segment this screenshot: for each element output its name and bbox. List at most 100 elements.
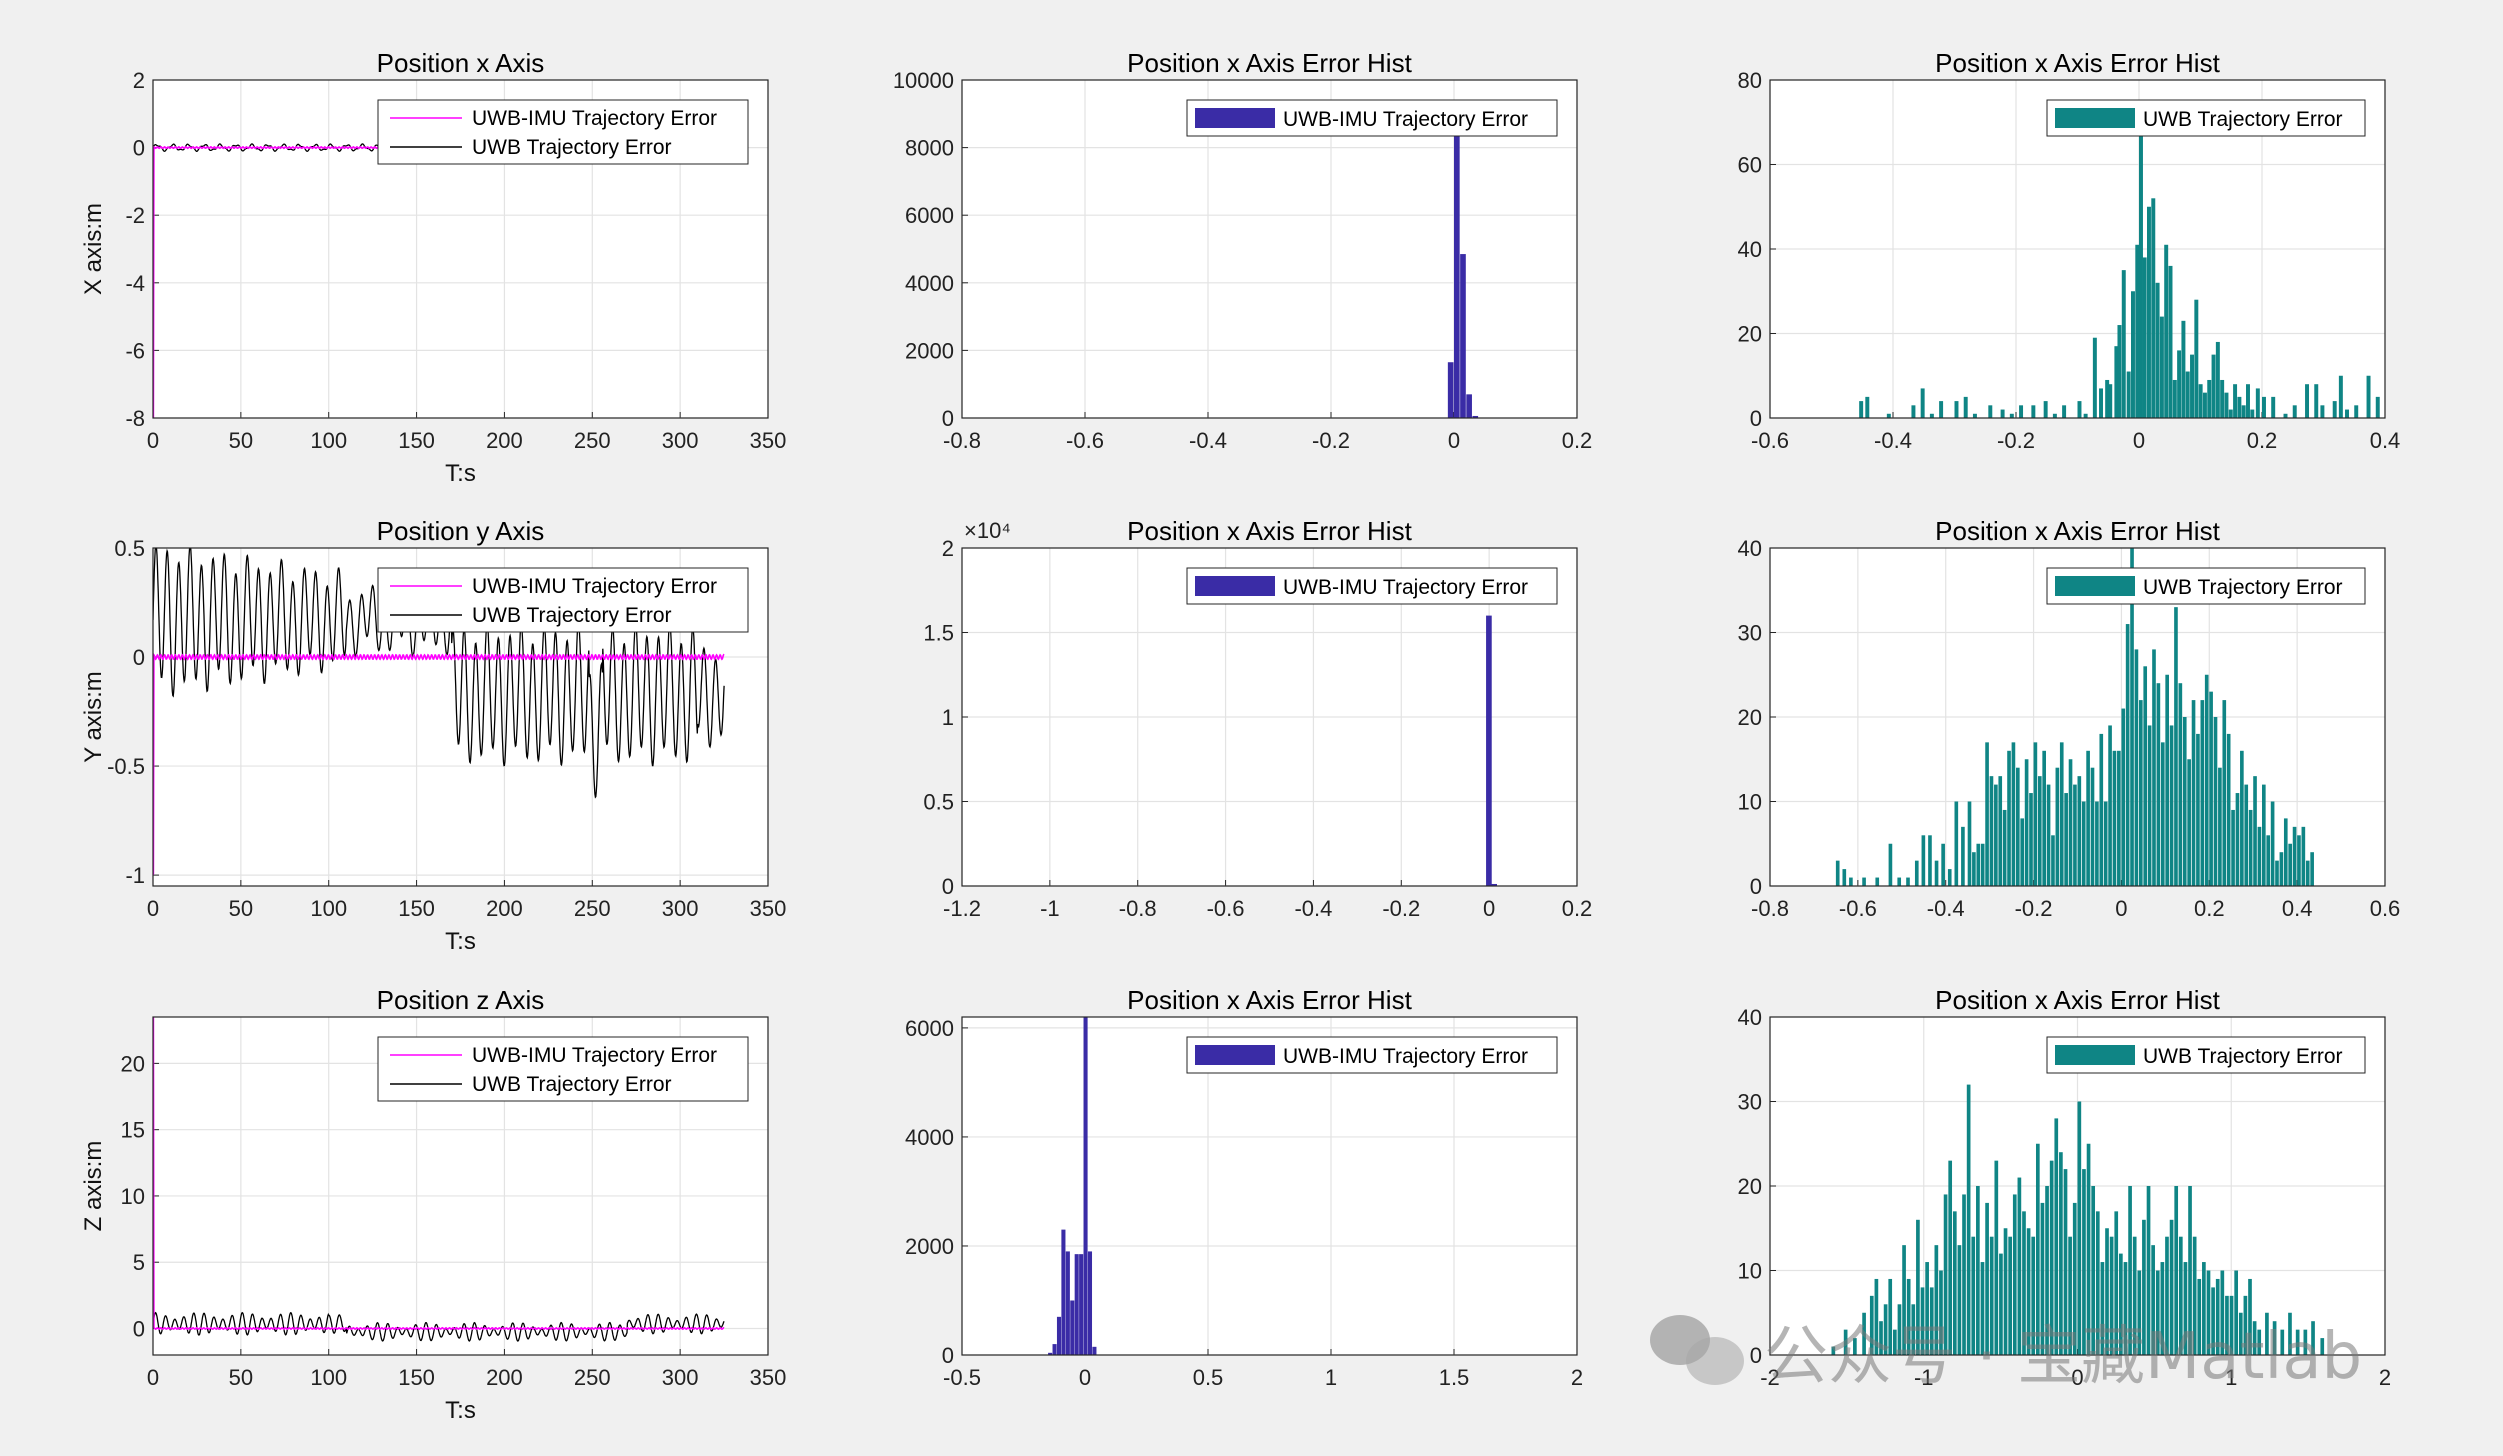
hist-bar bbox=[2169, 1219, 2174, 1355]
hist-bar bbox=[1972, 852, 1976, 886]
hist-bar bbox=[2143, 666, 2148, 886]
axes-box bbox=[152, 547, 769, 887]
hist-bar bbox=[2008, 1236, 2012, 1355]
axes-box bbox=[961, 79, 1578, 419]
hist-bar bbox=[2215, 341, 2220, 418]
hist-bar bbox=[2305, 860, 2310, 886]
hist-bar bbox=[2262, 396, 2266, 418]
hist-bar bbox=[2292, 826, 2297, 886]
hist-bar bbox=[2172, 379, 2177, 418]
hist-bar bbox=[1934, 1245, 1939, 1355]
hist-bar bbox=[1994, 784, 1998, 886]
hist-bar bbox=[2000, 409, 2005, 418]
hist-bar bbox=[1886, 413, 1891, 418]
x-axis-label: T:s bbox=[445, 928, 476, 955]
hist-bar bbox=[2007, 750, 2011, 886]
hist-bar bbox=[2046, 784, 2051, 886]
legend-entry: UWB-IMU Trajectory Error bbox=[1283, 576, 1528, 599]
legend-entry: UWB Trajectory Error bbox=[2143, 108, 2343, 131]
hist-bar bbox=[2288, 1312, 2292, 1355]
legend-box bbox=[377, 99, 749, 165]
series-line-uwb-imu bbox=[153, 1017, 725, 1331]
hist-bar bbox=[2280, 1329, 2285, 1355]
x-tick-label: 2 bbox=[1571, 1365, 1583, 1390]
x-axis-label: T:s bbox=[445, 1397, 476, 1424]
y-tick-label: 0 bbox=[133, 645, 145, 670]
hist-bar bbox=[2049, 1160, 2054, 1355]
hist-bar bbox=[2202, 392, 2207, 418]
hist-bar bbox=[1849, 877, 1853, 886]
hist-bar bbox=[2272, 1321, 2277, 1355]
y-tick-label: 40 bbox=[1738, 237, 1762, 262]
y-tick-label: 6000 bbox=[905, 1016, 954, 1041]
legend: UWB-IMU Trajectory Error UWB Trajectory E… bbox=[377, 99, 749, 165]
hist-bar bbox=[2202, 1262, 2206, 1355]
x-tick-label: 0 bbox=[147, 1365, 159, 1390]
hist-bar bbox=[1092, 1346, 1097, 1355]
x-tick-label: 0 bbox=[2133, 428, 2145, 453]
hist-bar bbox=[1874, 1278, 1879, 1355]
hist-bar bbox=[2040, 1202, 2045, 1355]
hist-bar bbox=[2178, 683, 2183, 886]
hist-bar bbox=[2292, 405, 2297, 418]
subplot-pz: 0 50 100 150 200 250 300 350 0 5 10 15 20 Position z … bbox=[80, 985, 786, 1424]
hist-bar bbox=[2035, 1143, 2040, 1355]
hist-bar bbox=[1934, 860, 1939, 886]
y-axis-label: Y axis:m bbox=[80, 671, 107, 763]
hist-bar bbox=[2063, 1169, 2068, 1355]
hist-bar bbox=[2146, 1186, 2151, 1355]
x-tick-label: -0.4 bbox=[1874, 428, 1912, 453]
x-tick-label: 150 bbox=[398, 428, 435, 453]
hist-bar bbox=[2059, 1152, 2063, 1355]
hist-bar bbox=[2182, 717, 2187, 886]
legend-box bbox=[377, 1036, 749, 1102]
subplot-px: 0 50 100 150 200 250 300 350 -8 -6 -4 -2 0 2 Position … bbox=[80, 48, 786, 487]
hist-bar bbox=[2244, 784, 2249, 886]
y-tick-label: 0 bbox=[1750, 1343, 1762, 1368]
x-tick-label: 150 bbox=[398, 1365, 435, 1390]
hist-bar bbox=[2100, 1262, 2105, 1355]
hist-bar bbox=[2314, 384, 2319, 418]
y-axis-label: X axis:m bbox=[80, 203, 107, 295]
y-tick-label: 2000 bbox=[905, 338, 954, 363]
hist-bar bbox=[2062, 405, 2067, 418]
hist-bar bbox=[1925, 1262, 1929, 1355]
hist-bar bbox=[1862, 1312, 1866, 1355]
hist-bar bbox=[1486, 615, 1492, 886]
hist-bar bbox=[2081, 801, 2086, 886]
hist-bar bbox=[2054, 1118, 2059, 1355]
hist-bar bbox=[2092, 337, 2097, 418]
hist-bar bbox=[2147, 725, 2152, 886]
hist-bar bbox=[1875, 877, 1880, 886]
hist-bar bbox=[1980, 843, 1985, 886]
y-tick-label: 0 bbox=[1750, 874, 1762, 899]
hist-bar bbox=[2246, 384, 2250, 418]
hist-bar bbox=[1906, 877, 1910, 886]
hist-bar bbox=[2188, 1186, 2192, 1355]
hist-bar bbox=[2139, 700, 2143, 886]
hist-bar bbox=[1048, 1352, 1053, 1355]
x-tick-label: 0.4 bbox=[2282, 896, 2313, 921]
hist-bar bbox=[1999, 1253, 2003, 1355]
chart-title: Position x Axis Error Hist bbox=[1935, 516, 2220, 546]
hist-bar bbox=[1929, 413, 1934, 418]
hist-bar bbox=[2132, 1236, 2137, 1355]
y-tick-label: 1 bbox=[942, 705, 954, 730]
x-tick-label: -0.6 bbox=[1066, 428, 1104, 453]
hist-bar bbox=[1989, 776, 1994, 886]
y-tick-label: 10 bbox=[121, 1184, 145, 1209]
x-tick-label: 0 bbox=[1448, 428, 1460, 453]
hist-bar bbox=[1056, 1316, 1062, 1355]
hist-bar bbox=[1869, 1295, 1874, 1355]
hist-bar bbox=[2139, 134, 2143, 418]
plot-area bbox=[153, 1017, 725, 1342]
hist-bar bbox=[2237, 396, 2242, 418]
hist-bar bbox=[2083, 413, 2088, 418]
hist-bar bbox=[2099, 388, 2103, 418]
hist-bar bbox=[1911, 405, 1916, 418]
hist-bar bbox=[2037, 776, 2042, 886]
x-tick-label: 0 bbox=[2071, 1365, 2083, 1390]
x-tick-label: -2 bbox=[1760, 1365, 1780, 1390]
